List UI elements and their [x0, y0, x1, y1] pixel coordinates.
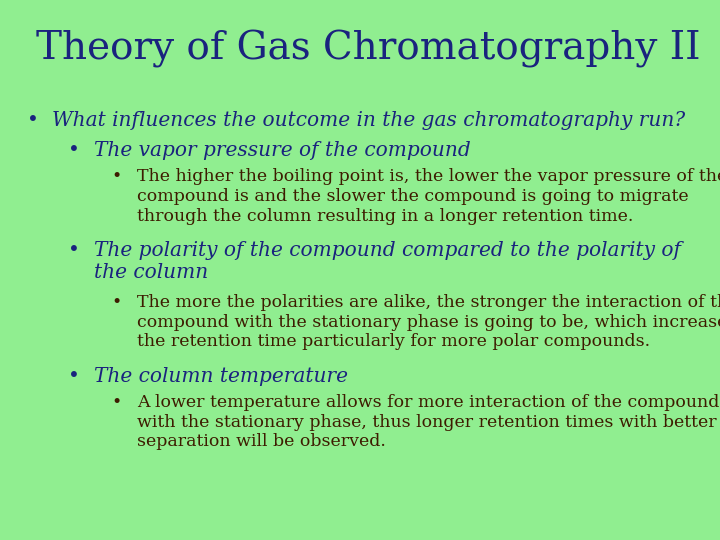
Text: •: •	[27, 111, 39, 130]
Text: The vapor pressure of the compound: The vapor pressure of the compound	[94, 141, 470, 160]
Text: A lower temperature allows for more interaction of the compound
with the station: A lower temperature allows for more inte…	[137, 394, 719, 450]
Text: The polarity of the compound compared to the polarity of
the column: The polarity of the compound compared to…	[94, 241, 680, 282]
Text: The column temperature: The column temperature	[94, 367, 348, 386]
Text: Theory of Gas Chromatography II: Theory of Gas Chromatography II	[36, 30, 701, 68]
Text: •: •	[68, 141, 80, 160]
Text: What influences the outcome in the gas chromatography run?: What influences the outcome in the gas c…	[52, 111, 685, 130]
Text: •: •	[112, 168, 122, 185]
Text: •: •	[112, 294, 122, 311]
Text: •: •	[68, 367, 80, 386]
Text: •: •	[68, 241, 80, 260]
Text: The higher the boiling point is, the lower the vapor pressure of the
compound is: The higher the boiling point is, the low…	[137, 168, 720, 225]
Text: The more the polarities are alike, the stronger the interaction of the
compound : The more the polarities are alike, the s…	[137, 294, 720, 350]
Text: •: •	[112, 394, 122, 411]
